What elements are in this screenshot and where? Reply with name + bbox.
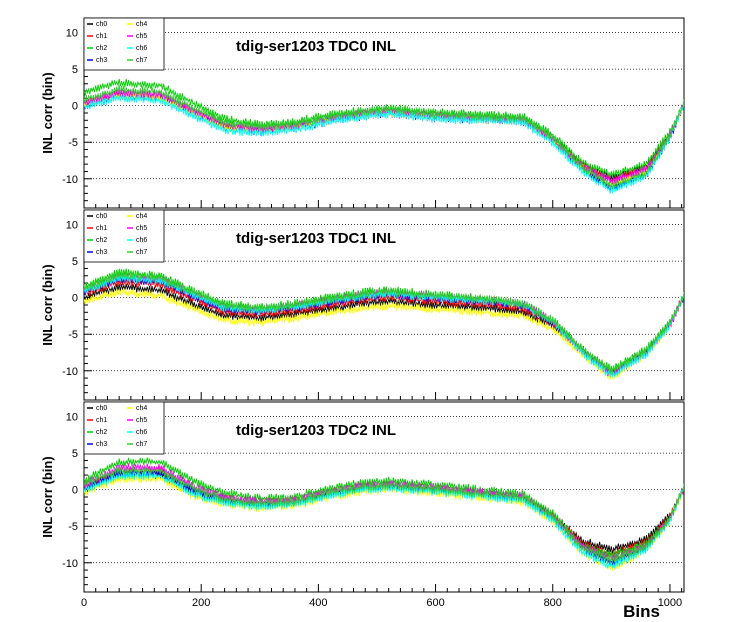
legend-label: ch2 xyxy=(96,237,107,244)
plot-frame xyxy=(83,401,685,593)
y-tick-label: -5 xyxy=(68,521,78,533)
panel-title: tdig-ser1203 TDC1 INL xyxy=(236,230,396,247)
x-tick-label: 0 xyxy=(81,597,87,609)
legend-label: ch3 xyxy=(96,249,107,256)
x-axis-label: Bins xyxy=(623,602,660,621)
legend: ch0 ch1 ch2 ch3 ch4 ch5 ch6 ch7 xyxy=(83,209,165,263)
y-axis-label: INL corr (bin) xyxy=(40,264,55,345)
y-tick-label: -10 xyxy=(62,366,78,378)
y-tick-label: 0 xyxy=(72,293,78,305)
legend-label: ch4 xyxy=(136,213,147,220)
x-tick-label: 200 xyxy=(192,597,210,609)
x-tick-label: 1000 xyxy=(658,597,682,609)
series-line-ch7 xyxy=(84,270,684,375)
y-tick-label: 5 xyxy=(72,448,78,460)
legend-label: ch2 xyxy=(96,45,107,52)
series-line-ch7 xyxy=(84,466,684,564)
legend-label: ch1 xyxy=(96,225,107,232)
legend-label: ch0 xyxy=(96,213,107,220)
legend-label: ch2 xyxy=(96,429,107,436)
y-tick-label: 5 xyxy=(72,256,78,268)
panels-layer: 10 5 0 -5 -10 ch0 ch1 ch2 ch3 ch4 ch5 ch6 ch7 tdig-se… xyxy=(40,17,685,609)
y-tick-label: -10 xyxy=(62,174,78,186)
legend-label: ch3 xyxy=(96,57,107,64)
y-tick-label: 10 xyxy=(66,28,78,40)
legend-label: ch4 xyxy=(136,405,147,412)
legend-box xyxy=(83,401,165,455)
y-tick-label: -5 xyxy=(68,329,78,341)
y-axis-label: INL corr (bin) xyxy=(40,72,55,153)
y-axis-label: INL corr (bin) xyxy=(40,456,55,537)
legend-label: ch6 xyxy=(136,45,147,52)
legend-label: ch7 xyxy=(136,57,147,64)
panel-title: tdig-ser1203 TDC2 INL xyxy=(236,422,396,439)
legend-label: ch5 xyxy=(136,225,147,232)
y-tick-label: 0 xyxy=(72,485,78,497)
legend-label: ch1 xyxy=(96,417,107,424)
panel-title: tdig-ser1203 TDC0 INL xyxy=(236,38,396,55)
legend-label: ch0 xyxy=(96,21,107,28)
legend-label: ch7 xyxy=(136,441,147,448)
legend-label: ch4 xyxy=(136,21,147,28)
legend-label: ch6 xyxy=(136,237,147,244)
series-layer xyxy=(84,268,684,381)
y-tick-label: -5 xyxy=(68,137,78,149)
y-tick-label: -10 xyxy=(62,558,78,570)
legend-label: ch0 xyxy=(96,405,107,412)
panel-1: 10 5 0 -5 -10 ch0 ch1 ch2 ch3 ch4 ch5 ch6 ch7 tdig-se… xyxy=(40,209,685,401)
legend-label: ch6 xyxy=(136,429,147,436)
legend-box xyxy=(83,17,165,71)
y-tick-label: 10 xyxy=(66,220,78,232)
legend-box xyxy=(83,209,165,263)
series-layer xyxy=(84,457,684,571)
legend: ch0 ch1 ch2 ch3 ch4 ch5 ch6 ch7 xyxy=(83,401,165,455)
legend-label: ch5 xyxy=(136,417,147,424)
series-layer xyxy=(84,78,684,194)
series-line-ch7 xyxy=(84,85,684,189)
x-tick-label: 800 xyxy=(544,597,562,609)
legend-label: ch3 xyxy=(96,441,107,448)
legend: ch0 ch1 ch2 ch3 ch4 ch5 ch6 ch7 xyxy=(83,17,165,71)
y-tick-label: 0 xyxy=(72,101,78,113)
panel-0: 10 5 0 -5 -10 ch0 ch1 ch2 ch3 ch4 ch5 ch6 ch7 tdig-se… xyxy=(40,17,685,209)
y-tick-label: 5 xyxy=(72,64,78,76)
series-line-ch5 xyxy=(84,462,684,563)
x-tick-label: 400 xyxy=(309,597,327,609)
series-line-ch6 xyxy=(84,94,684,194)
legend-label: ch5 xyxy=(136,33,147,40)
x-tick-label: 600 xyxy=(426,597,444,609)
y-tick-label: 10 xyxy=(66,412,78,424)
legend-label: ch7 xyxy=(136,249,147,256)
legend-label: ch1 xyxy=(96,33,107,40)
